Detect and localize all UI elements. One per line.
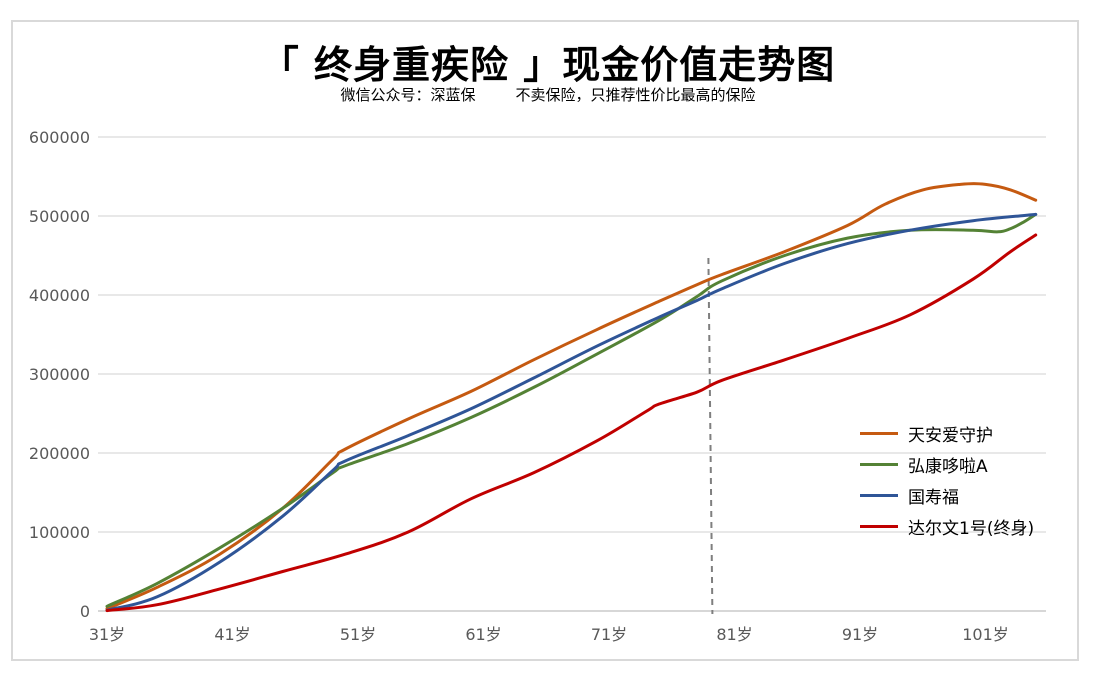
y-tick-label: 300000 [29,365,90,384]
y-tick-label: 0 [80,602,90,621]
series-line-4 [105,233,1038,613]
x-tick-label: 101岁 [962,625,1009,644]
legend-label: 达尔文1号(终身) [908,519,1035,539]
series-line-2 [105,212,1038,608]
legend-item: 国寿福 [860,480,1034,511]
x-tick-label: 71岁 [591,625,627,644]
x-tick-label: 61岁 [465,625,501,644]
legend-label: 弘康哆啦A [908,457,988,477]
legend-swatch [860,525,898,528]
y-tick-label: 500000 [29,207,90,226]
y-tick-label: 100000 [29,523,90,542]
x-tick-label: 51岁 [340,625,376,644]
x-tick-label: 81岁 [716,625,752,644]
x-tick-label: 31岁 [89,625,125,644]
chart-subtitle: 微信公众号：深蓝保 不卖保险，只推荐性价比最高的保险 [0,84,1096,105]
series-lines [105,182,1038,613]
legend-swatch [860,432,898,435]
legend-item: 弘康哆啦A [860,449,1034,480]
legend-label: 国寿福 [908,488,959,508]
chart-legend: 天安爱守护弘康哆啦A 国寿福达尔文1号(终身) [860,418,1034,542]
x-axis: 31岁 41岁 51岁 61岁 71岁 81岁 91岁 101岁 [89,625,1009,644]
series-line-1 [105,182,1038,611]
x-tick-label: 91岁 [842,625,878,644]
y-tick-label: 400000 [29,286,90,305]
legend-label: 天安爱守护 [908,426,993,446]
y-tick-label: 600000 [29,128,90,147]
legend-item: 达尔文1号(终身) [860,511,1034,542]
x-tick-label: 41岁 [214,625,250,644]
legend-swatch [860,463,898,466]
y-axis: 0 100000 200000 300000 400000 500000 600000 [29,128,90,621]
chart-title: 「 终身重疾险 」现金价值走势图 [260,43,836,87]
y-tick-label: 200000 [29,444,90,463]
reference-line [707,257,714,615]
legend-item: 天安爱守护 [860,418,1034,449]
subtitle-account: 微信公众号：深蓝保 [340,86,476,104]
chart-frame [11,20,1079,661]
series-line-3 [105,212,1038,612]
subtitle-slogan: 不卖保险，只推荐性价比最高的保险 [515,86,756,104]
legend-swatch [860,494,898,497]
reference-line-group [707,257,714,615]
